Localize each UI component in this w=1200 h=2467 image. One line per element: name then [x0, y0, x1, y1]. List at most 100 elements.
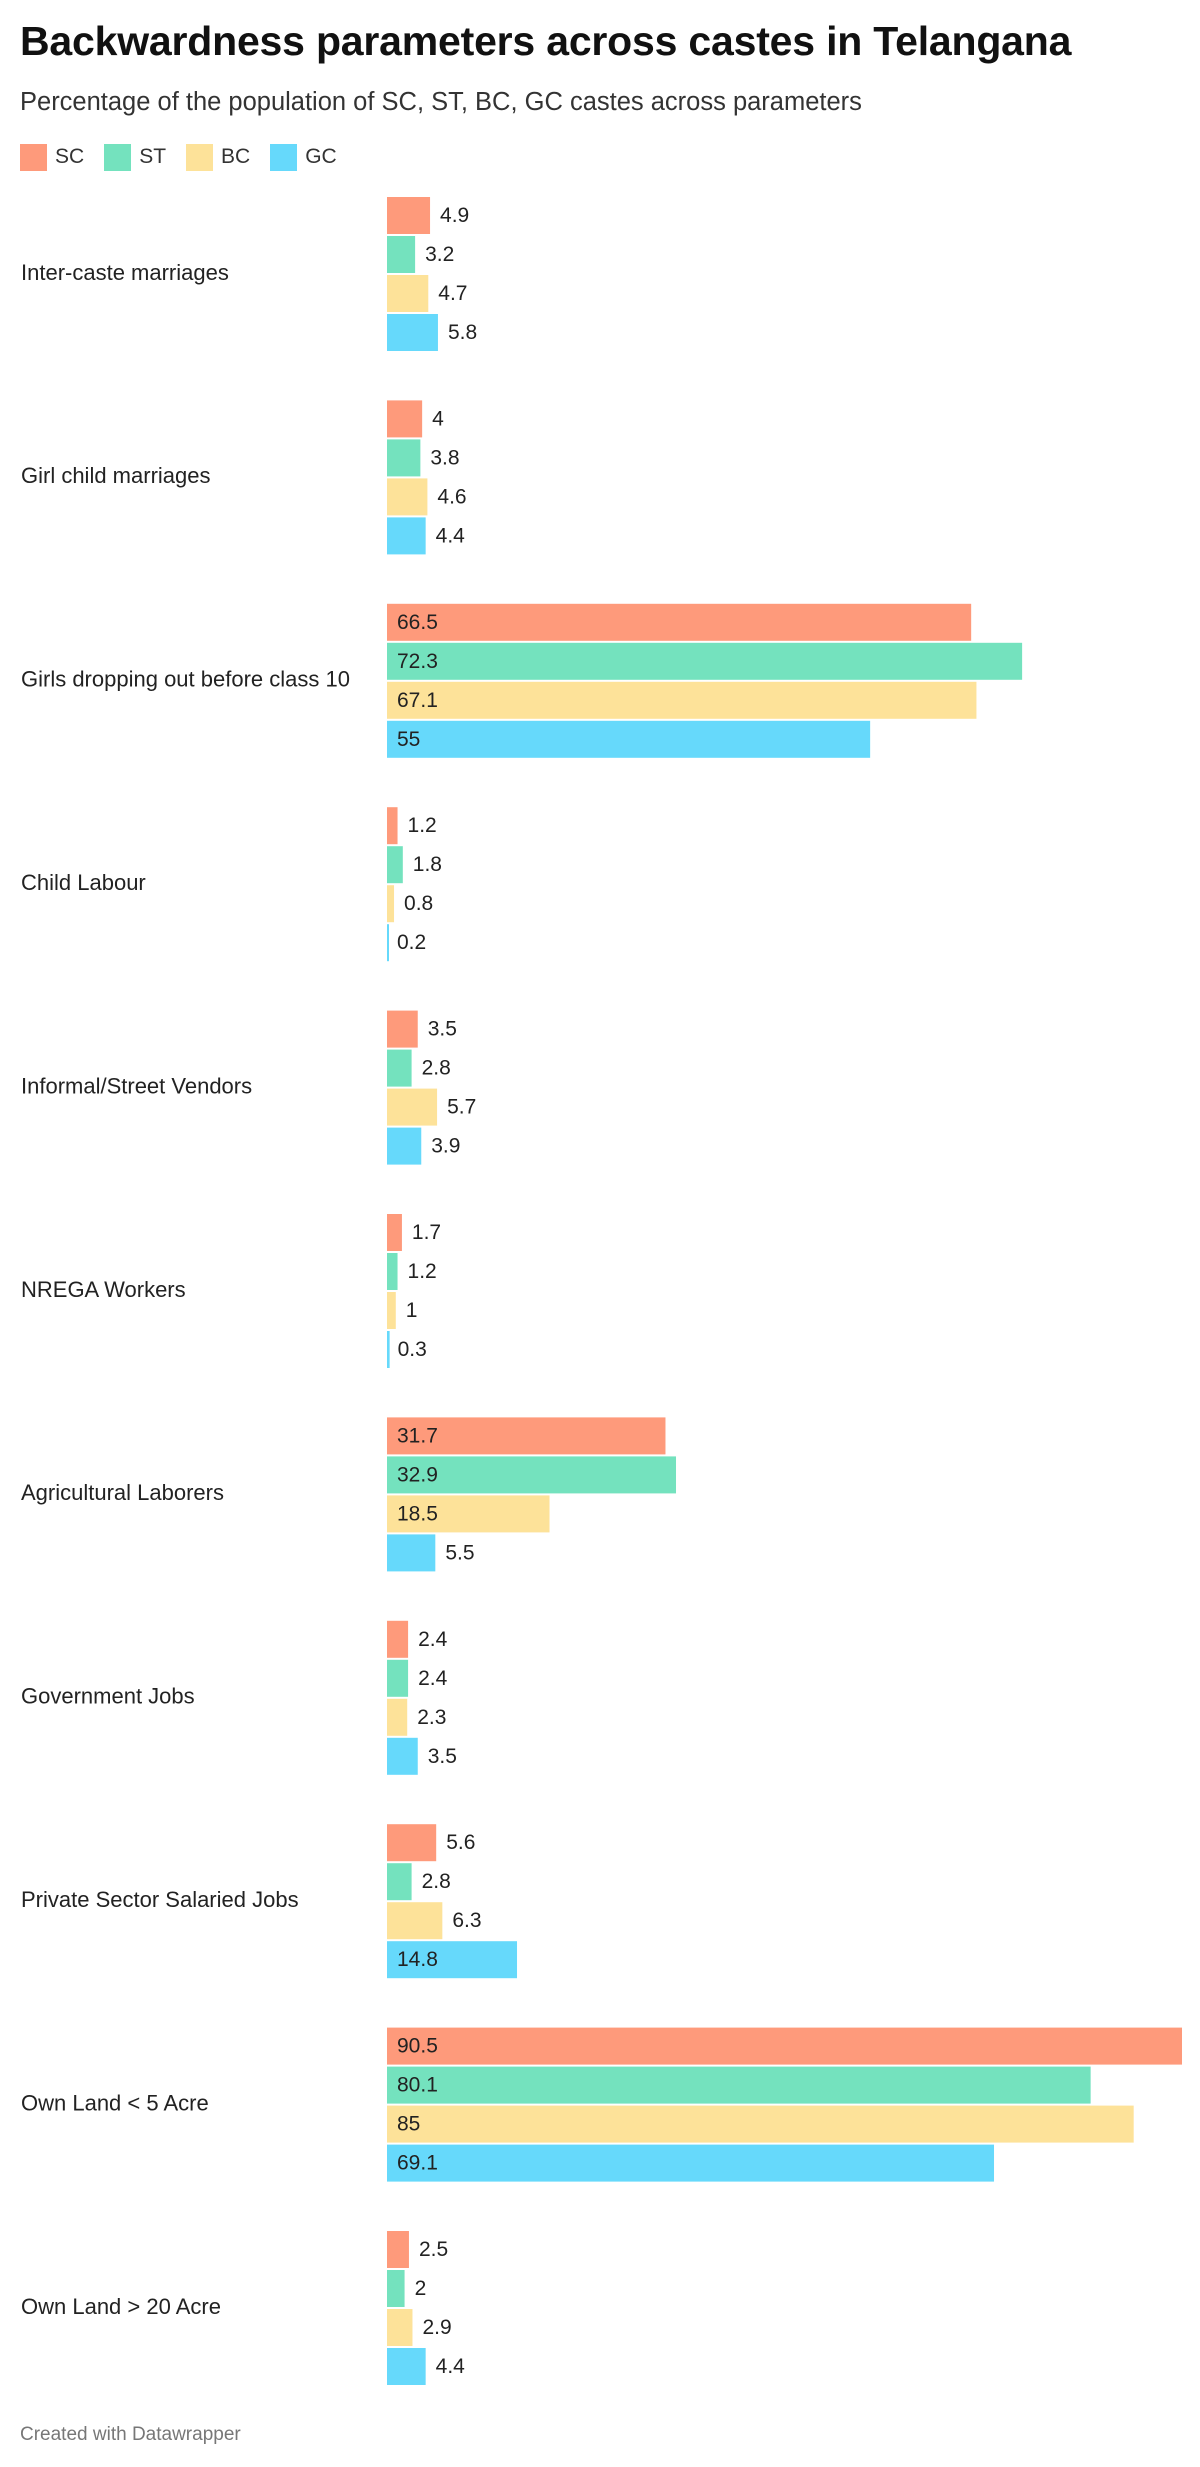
bar-gc: [387, 2144, 995, 2182]
value-label-st: 3.8: [430, 446, 459, 469]
bar-group-private-sector-salaried-jobs: Private Sector Salaried Jobs 5.6 2.86.3 14.…: [21, 1824, 518, 1979]
value-label-st: 3.2: [425, 243, 454, 266]
value-label-sc: 31.7: [397, 1424, 438, 1447]
bar-st: [387, 439, 421, 477]
bar-gc: [387, 1331, 390, 1368]
value-label-sc: 4.9: [440, 204, 469, 227]
bar-sc: [387, 807, 398, 845]
category-label: NREGA Workers: [21, 1277, 186, 1302]
bar-gc: [387, 1941, 518, 1979]
value-label-gc: 3.9: [431, 1135, 460, 1158]
legend-swatch-sc: [20, 143, 47, 171]
value-label-sc: 2.5: [419, 2238, 448, 2261]
value-label-bc: 67.1: [397, 689, 438, 712]
legend-swatch-bc: [186, 143, 214, 171]
value-label-st: 72.3: [397, 650, 438, 673]
value-label-gc: 0.3: [398, 1338, 427, 1361]
value-label-gc: 14.8: [397, 1948, 438, 1971]
bar-st: [387, 236, 416, 273]
value-label-bc: 18.5: [397, 1502, 438, 1525]
bar-bc: [387, 681, 977, 719]
bar-sc: [387, 197, 431, 234]
value-label-bc: 1: [406, 1299, 418, 1322]
bar-sc: [387, 1214, 402, 1251]
value-label-gc: 55: [397, 728, 420, 751]
bar-group-government-jobs: Government Jobs 2.4 2.4 2.3 3.5: [21, 1620, 457, 1775]
legend-item-st: ST: [104, 143, 167, 171]
bar-group-nrega-workers: NREGA Workers 1.7 1.2 1 0.3: [21, 1214, 441, 1368]
bar-bc: [387, 275, 429, 312]
bar-sc: [387, 1417, 666, 1455]
value-label-gc: 5.8: [448, 321, 477, 344]
footer-credit: Created with Datawrapper: [20, 2424, 241, 2445]
legend-label-gc: GC: [305, 145, 337, 168]
bar-sc: [387, 603, 972, 641]
value-label-bc: 0.8: [404, 892, 433, 915]
value-label-st: 1.8: [413, 853, 442, 876]
value-label-bc: 2.9: [422, 2316, 451, 2339]
value-label-gc: 69.1: [397, 2152, 438, 2175]
legend-item-bc: BC: [186, 143, 250, 171]
bar-bc: [387, 1292, 396, 1329]
bar-sc: [387, 2027, 1182, 2065]
bar-bc: [387, 1495, 550, 1533]
bar-group-agricultural-laborers: Agricultural Laborers 31.7 32.9 18.5 5.5: [21, 1417, 677, 1572]
legend: SC ST BC GC: [20, 143, 357, 171]
bar-bc: [387, 2309, 413, 2346]
legend-item-sc: SC: [20, 143, 85, 171]
legend-swatch-gc: [270, 143, 298, 171]
bar-gc: [387, 2348, 426, 2385]
bar-sc: [387, 1620, 409, 1658]
bar-sc: [387, 1010, 418, 1048]
bar-st: [387, 2066, 1091, 2104]
legend-item-gc: GC: [270, 143, 337, 171]
value-label-gc: 3.5: [428, 1745, 457, 1768]
chart-title: Backwardness parameters across castes in…: [20, 18, 1072, 64]
legend-label-sc: SC: [55, 145, 85, 168]
bar-gc: [387, 1127, 422, 1165]
value-label-sc: 2.4: [418, 1628, 448, 1651]
bar-st: [387, 1456, 677, 1494]
bar-st: [387, 1253, 398, 1290]
bar-st: [387, 1049, 412, 1087]
category-label: Informal/Street Vendors: [21, 1073, 252, 1098]
bar-bc: [387, 2105, 1134, 2143]
bar-group-girl-child-marriages: Girl child marriages 4 3.8 4.6 4.4: [21, 400, 467, 555]
bar-gc: [387, 1737, 418, 1775]
value-label-sc: 1.7: [412, 1221, 441, 1244]
value-label-sc: 5.6: [446, 1831, 475, 1854]
value-label-bc: 2.3: [417, 1706, 446, 1729]
value-label-sc: 90.5: [397, 2035, 438, 2058]
bar-gc: [387, 314, 438, 351]
value-label-st: 2.8: [422, 1870, 451, 1893]
value-label-gc: 0.2: [397, 931, 426, 954]
bar-sc: [387, 1824, 437, 1862]
category-label: Child Labour: [21, 870, 146, 895]
category-label: Private Sector Salaried Jobs: [21, 1887, 299, 1912]
chart-subtitle: Percentage of the population of SC, ST, …: [20, 88, 862, 116]
bar-group-child-labour: Child Labour 1.2 1.8 0.8 0.2: [21, 807, 442, 962]
value-label-bc: 5.7: [447, 1096, 476, 1119]
value-label-sc: 1.2: [408, 814, 437, 837]
bar-st: [387, 1863, 412, 1901]
bar-st: [387, 1659, 409, 1697]
value-label-st: 32.9: [397, 1463, 438, 1486]
category-label: Government Jobs: [21, 1684, 195, 1709]
category-label: Own Land > 20 Acre: [21, 2294, 221, 2319]
bar-bc: [387, 1698, 408, 1736]
value-label-st: 80.1: [397, 2074, 438, 2097]
bar-group-informal-street-vendors: Informal/Street Vendors 3.5 2.8 5.7 3.9: [21, 1010, 476, 1165]
bar-group-girls-dropping-out-before-class-10: Girls dropping out before class 10 66.5 72…: [21, 603, 1023, 758]
category-label: Inter-caste marriages: [21, 260, 229, 285]
category-label: Girl child marriages: [21, 463, 211, 488]
legend-label-st: ST: [139, 145, 167, 168]
value-label-gc: 4.4: [436, 2355, 466, 2378]
value-label-bc: 4.7: [438, 282, 467, 305]
bar-st: [387, 2270, 405, 2307]
bar-sc: [387, 2231, 409, 2268]
bar-gc: [387, 517, 426, 555]
value-label-st: 1.2: [408, 1260, 437, 1283]
value-label-st: 2.8: [422, 1057, 451, 1080]
value-label-sc: 3.5: [428, 1018, 457, 1041]
